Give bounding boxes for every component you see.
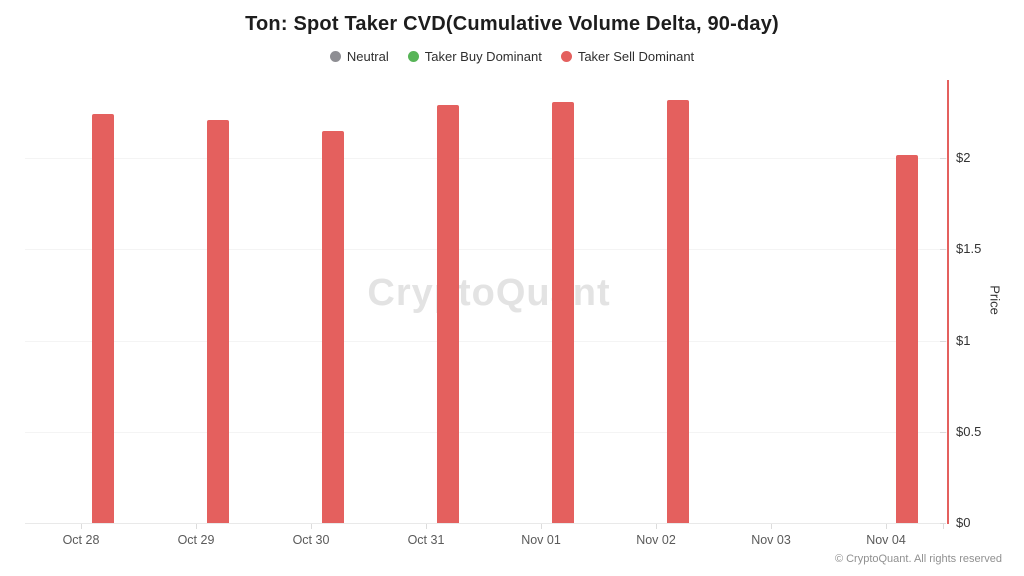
y-tick-label: $0.5 [956, 423, 982, 439]
x-axis-tick [81, 524, 82, 529]
bar-nov-01[interactable] [551, 101, 574, 523]
x-axis-tick [426, 524, 427, 529]
x-tick-label: Oct 30 [292, 533, 330, 547]
y-axis-tick [940, 158, 946, 160]
x-tick-label: Nov 03 [751, 533, 791, 547]
x-tick-label: Oct 31 [407, 533, 445, 547]
y-axis-tick [940, 249, 946, 251]
bar-oct-31[interactable] [436, 105, 459, 523]
x-axis-tick [196, 524, 197, 529]
bar-nov-04[interactable] [896, 154, 919, 523]
x-axis-tick [541, 524, 542, 529]
x-axis-tick-end [943, 524, 944, 529]
legend-label-taker-buy-dominant: Taker Buy Dominant [424, 49, 542, 64]
legend-item-taker-buy-dominant[interactable]: Taker Buy Dominant [407, 49, 542, 64]
x-axis-tick [771, 524, 772, 529]
bar-oct-30[interactable] [321, 130, 344, 523]
taker-sell-swatch-icon [560, 51, 572, 62]
x-axis-tick [886, 524, 887, 529]
watermark: CryptoQuant [367, 272, 611, 314]
x-tick-label: Nov 02 [636, 533, 676, 547]
x-tick-label: Nov 04 [866, 533, 906, 547]
legend-item-taker-sell-dominant[interactable]: Taker Sell Dominant [560, 49, 695, 64]
bar-oct-28[interactable] [92, 114, 114, 523]
y-tick-label: $1.5 [956, 241, 982, 257]
y-axis-tick [940, 340, 946, 342]
chart-title: Ton: Spot Taker CVD(Cumulative Volume De… [245, 13, 779, 35]
neutral-swatch-icon [329, 51, 341, 62]
x-axis-tick [656, 524, 657, 529]
bar-nov-02[interactable] [666, 99, 689, 523]
x-tick-label: Oct 29 [177, 533, 215, 547]
taker-buy-swatch-icon [407, 51, 419, 62]
y-axis-tick [940, 431, 946, 433]
x-tick-label: Nov 01 [521, 533, 561, 547]
gridline-$1.5 [25, 249, 947, 251]
attribution: © CryptoQuant. All rights reserved [834, 553, 1002, 565]
gridline-$0.5 [25, 431, 947, 433]
x-axis-line [25, 523, 940, 524]
y-tick-label: $1 [956, 332, 971, 348]
legend: Neutral Taker Buy Dominant Taker Sell Do… [0, 49, 1024, 64]
gridline-$2 [25, 158, 947, 160]
y-tick-label: $0 [956, 515, 971, 530]
y-axis-tick [940, 523, 946, 524]
bar-oct-29[interactable] [206, 119, 229, 523]
legend-label-neutral: Neutral [346, 49, 389, 64]
x-axis-tick [311, 524, 312, 529]
gridline-$1 [25, 340, 947, 342]
y-axis-line [947, 80, 949, 524]
legend-label-taker-sell-dominant: Taker Sell Dominant [577, 49, 695, 64]
y-axis-title: Price [987, 285, 1003, 315]
legend-item-neutral[interactable]: Neutral [329, 49, 389, 64]
x-tick-label: Oct 28 [62, 533, 100, 547]
y-tick-label: $2 [956, 150, 971, 166]
